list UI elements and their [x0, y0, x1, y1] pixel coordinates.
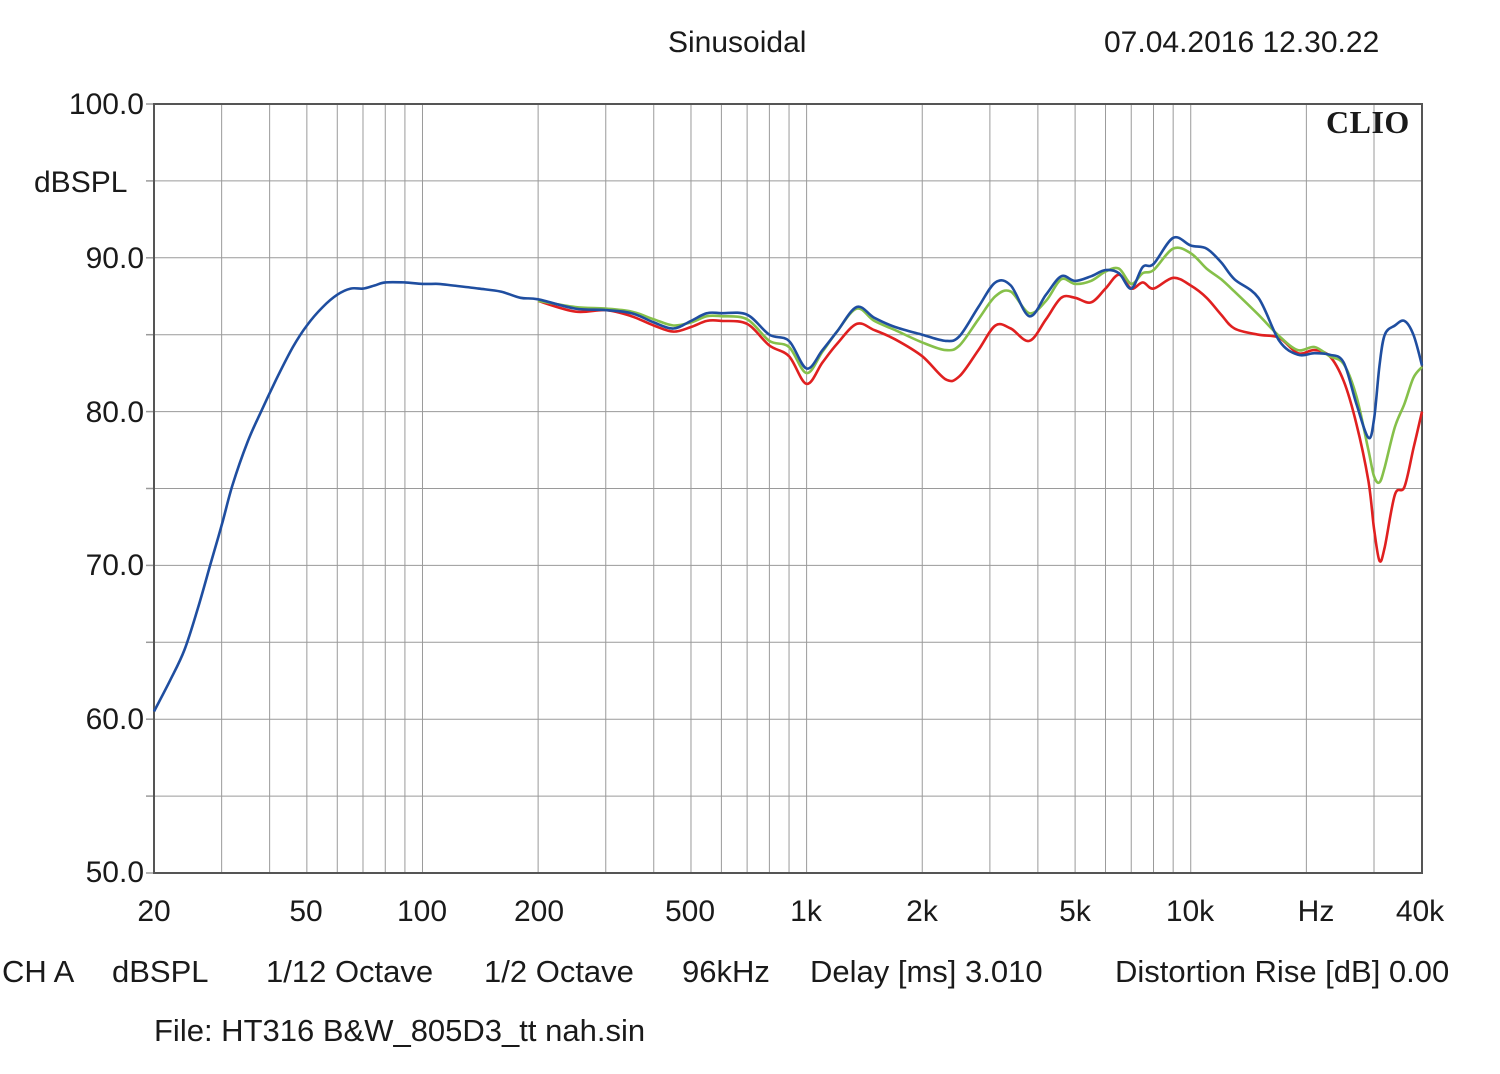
unit-label: dBSPL: [112, 954, 209, 989]
x-tick-label: 500: [664, 895, 716, 928]
x-axis-unit-label: Hz: [1297, 895, 1335, 928]
y-tick-label: 80.0: [85, 396, 144, 429]
green-response-curve: [537, 246, 1424, 485]
x-tick-label: 20: [137, 895, 171, 928]
x-tick-label: 200: [513, 895, 565, 928]
timestamp: 07.04.2016 12.30.22: [1104, 26, 1380, 59]
y-tick-label: 70.0: [85, 549, 144, 582]
plot-frame: [153, 103, 1423, 874]
blue-response-curve: [152, 235, 1424, 713]
x-tick-label: 100: [396, 895, 448, 928]
chart-grid: [146, 103, 1422, 874]
series-layer: [152, 235, 1424, 713]
y-tick-label: 100.0: [68, 88, 144, 121]
x-tick-label: 5k: [1059, 895, 1091, 928]
delay-label: Delay [ms] 3.010: [810, 954, 1043, 989]
channel-label: CH A: [2, 954, 75, 989]
y-tick-label: 50.0: [85, 856, 144, 889]
chart-title: Sinusoidal: [668, 26, 807, 59]
octave-label: 1/2 Octave: [484, 954, 634, 989]
x-tick-label: 40k: [1395, 895, 1445, 928]
x-tick-label: 1k: [790, 895, 822, 928]
y-tick-label: 90.0: [85, 242, 144, 275]
brand-logo: CLIO: [1326, 104, 1410, 140]
x-tick-label: 10k: [1165, 895, 1215, 928]
file-name-label: File: HT316 B&W_805D3_tt nah.sin: [154, 1013, 646, 1048]
sample-rate-label: 96kHz: [682, 954, 770, 989]
y-tick-label: 60.0: [85, 703, 144, 736]
distortion-rise-label: Distortion Rise [dB] 0.00: [1115, 954, 1450, 989]
smoothing-label: 1/12 Octave: [266, 954, 434, 989]
y-axis-unit-label: dBSPL: [34, 166, 128, 199]
x-tick-label: 50: [289, 895, 323, 928]
red-response-curve: [537, 273, 1424, 563]
x-tick-label: 2k: [906, 895, 938, 928]
